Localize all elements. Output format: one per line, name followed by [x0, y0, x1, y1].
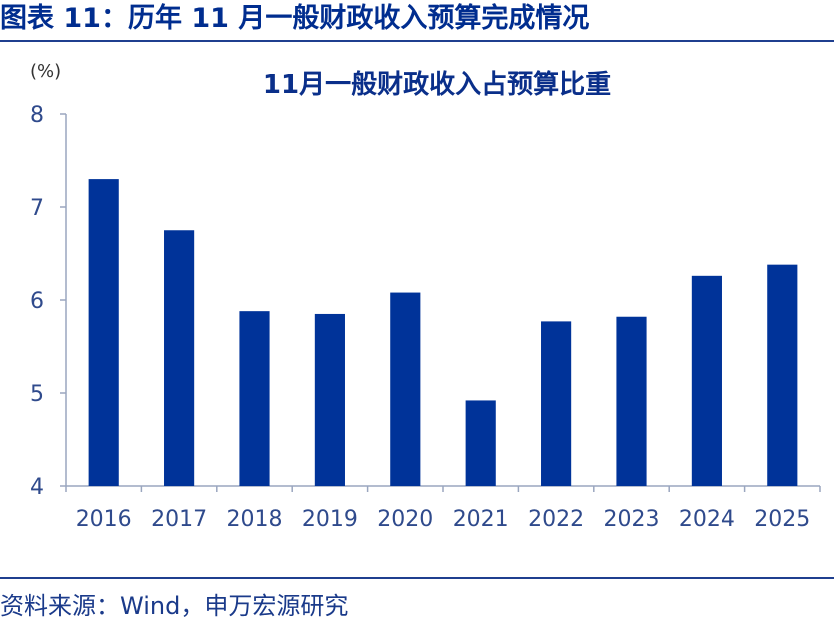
y-tick-label: 7 — [30, 196, 44, 221]
x-tick-label: 2016 — [76, 507, 132, 532]
y-tick-label: 8 — [30, 103, 44, 128]
y-unit-label: (%) — [30, 61, 61, 82]
bar-2019 — [314, 313, 345, 486]
chart-title: 11月一般财政收入占预算比重 — [263, 69, 611, 100]
bars — [88, 179, 798, 486]
source-note: 资料来源：Wind，申万宏源研究 — [0, 592, 349, 620]
bar-2016 — [88, 179, 119, 486]
x-tick-label: 2019 — [302, 507, 358, 532]
bar-2024 — [691, 275, 722, 486]
y-tick-labels: 4 5 6 7 8 — [30, 103, 44, 500]
x-tick-label: 2018 — [227, 507, 283, 532]
x-tick-label: 2017 — [151, 507, 207, 532]
bar-2023 — [616, 316, 647, 486]
bar-2018 — [239, 311, 270, 486]
bar-2021 — [465, 400, 496, 486]
y-tick-label: 6 — [30, 289, 44, 314]
x-tick-label: 2021 — [453, 507, 509, 532]
bar-2025 — [767, 264, 798, 486]
y-tick-label: 5 — [30, 382, 44, 407]
bar-2017 — [164, 230, 195, 486]
x-tick-labels: 2016 2017 2018 2019 2020 2021 2022 2023 2024 2025 — [76, 507, 811, 532]
x-tick-label: 2020 — [377, 507, 433, 532]
x-tick-label: 2024 — [679, 507, 735, 532]
x-tick-label: 2025 — [754, 507, 810, 532]
bar-chart: 11月一般财政收入占预算比重 (%) 2016 2017 2018 2019 2020 2… — [30, 61, 821, 532]
figure-title: 图表 11：历年 11 月一般财政收入预算完成情况 — [0, 3, 590, 34]
y-tick-label: 4 — [30, 475, 44, 500]
x-tick-label: 2022 — [528, 507, 584, 532]
footer-rule — [0, 577, 834, 579]
title-rule — [0, 40, 834, 42]
x-tick-label: 2023 — [604, 507, 660, 532]
bar-2020 — [390, 292, 421, 486]
bar-2022 — [541, 321, 572, 486]
